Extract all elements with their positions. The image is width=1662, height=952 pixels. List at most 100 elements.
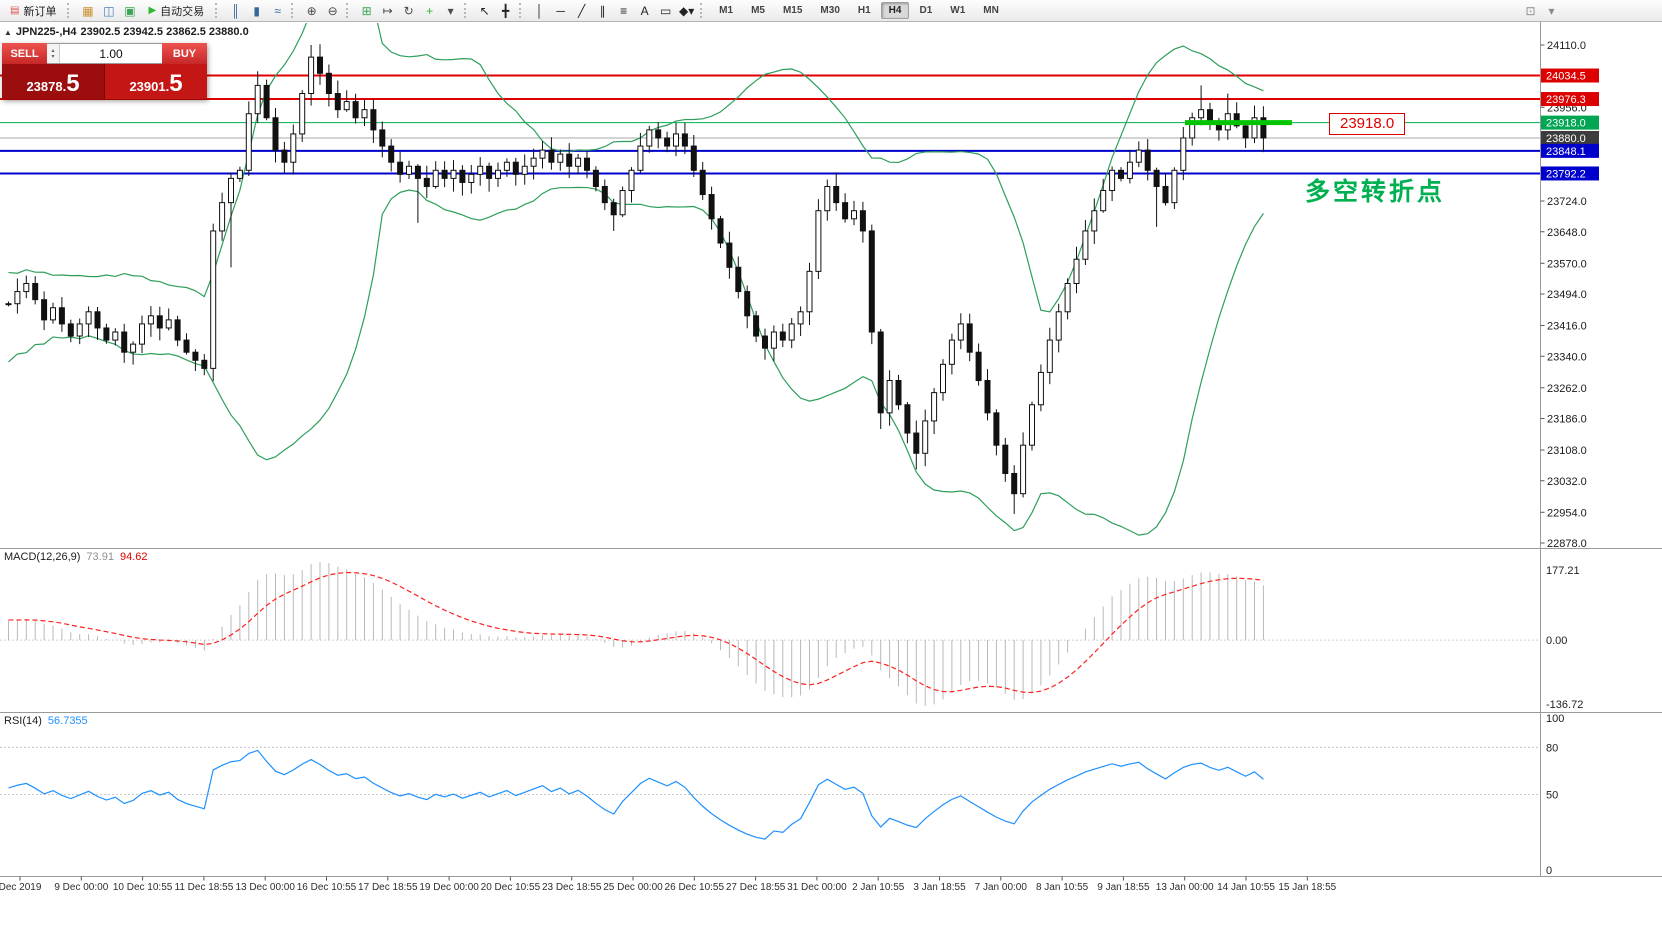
cursor-icon[interactable]: ↖ bbox=[474, 2, 495, 20]
candle-body bbox=[592, 169, 599, 187]
candlestick-icon[interactable]: ▮ bbox=[246, 2, 267, 20]
trendline-icon[interactable]: ╱ bbox=[571, 2, 592, 20]
data-window-icon[interactable]: ▣ bbox=[119, 2, 140, 20]
candle-body bbox=[1002, 444, 1009, 474]
candle-body bbox=[512, 161, 519, 175]
candle-body bbox=[1260, 117, 1267, 139]
candle-body bbox=[735, 266, 742, 293]
price-tick-label: 22954.0 bbox=[1547, 507, 1587, 519]
candle-body bbox=[646, 129, 653, 147]
volume-field[interactable]: ▴ ▾ 1.00 bbox=[47, 43, 162, 64]
timeframe-button-m1[interactable]: M1 bbox=[711, 2, 741, 19]
new-chart-icon[interactable]: ▦ bbox=[77, 2, 98, 20]
candle-body bbox=[770, 331, 777, 349]
toolbar-grip[interactable] bbox=[346, 3, 351, 18]
label-tool-icon[interactable]: ▭ bbox=[655, 2, 676, 20]
volume-value[interactable]: 1.00 bbox=[99, 46, 123, 61]
new-window-icon[interactable]: ⊡ bbox=[1520, 2, 1541, 20]
auto-trading-button-label: 自动交易 bbox=[160, 5, 205, 18]
buy-price-button[interactable]: 23901. 5 bbox=[105, 64, 207, 99]
shapes-icon[interactable]: ◆▾ bbox=[676, 2, 697, 20]
bollinger-upper-line bbox=[8, 23, 1264, 313]
buy-label-button[interactable]: BUY bbox=[162, 43, 207, 64]
timeframe-button-m15[interactable]: M15 bbox=[775, 2, 810, 19]
candle-body bbox=[174, 319, 181, 341]
toolbar-grip[interactable] bbox=[291, 3, 296, 18]
candle-body bbox=[486, 165, 493, 179]
candle-body bbox=[1198, 109, 1205, 119]
new-order-button-label: 新订单 bbox=[23, 5, 57, 18]
period-dropdown-icon[interactable]: ▾ bbox=[440, 2, 461, 20]
line-chart-icon[interactable]: ≈ bbox=[267, 2, 288, 20]
timeframe-button-mn[interactable]: MN bbox=[975, 2, 1007, 19]
bar-chart-icon[interactable]: ║ bbox=[225, 2, 246, 20]
candle-body bbox=[94, 311, 101, 329]
price-tick-label: 23570.0 bbox=[1547, 258, 1587, 270]
sell-label-button[interactable]: SELL bbox=[2, 43, 47, 64]
toolbar-grip[interactable] bbox=[215, 3, 220, 18]
time-axis[interactable] bbox=[0, 877, 1540, 901]
time-axis-label: 15 Jan 18:55 bbox=[1278, 882, 1336, 893]
timeframe-button-m30[interactable]: M30 bbox=[812, 2, 847, 19]
candle-body bbox=[1233, 113, 1240, 127]
candle-body bbox=[788, 323, 795, 341]
toolbar-grip[interactable] bbox=[700, 3, 705, 18]
zoom-in-icon[interactable]: ⊕ bbox=[301, 2, 322, 20]
candle-body bbox=[779, 331, 786, 341]
price-tick-label: 23416.0 bbox=[1547, 321, 1587, 333]
time-axis-label: 8 Jan 10:55 bbox=[1036, 882, 1089, 893]
timeframe-button-d1[interactable]: D1 bbox=[911, 2, 940, 19]
candle-body bbox=[726, 242, 733, 268]
candle-body bbox=[948, 339, 955, 365]
timeframe-button-m5[interactable]: M5 bbox=[743, 2, 773, 19]
new-order-button[interactable]: ▤ 新订单 bbox=[2, 2, 64, 20]
profiles-icon[interactable]: ◫ bbox=[98, 2, 119, 20]
auto-trading-button[interactable]: ▶ 自动交易 bbox=[140, 2, 212, 20]
candle-body bbox=[50, 307, 56, 321]
channel-icon[interactable]: ∥ bbox=[592, 2, 613, 20]
sell-price-button[interactable]: 23878. 5 bbox=[2, 64, 105, 99]
fibonacci-icon[interactable]: ≡ bbox=[613, 2, 634, 20]
symbol-period-label: JPN225-,H4 bbox=[15, 26, 77, 38]
candle-body bbox=[495, 169, 501, 179]
candle-body bbox=[913, 432, 920, 454]
candles bbox=[5, 44, 1267, 514]
macd-signal-value: 94.62 bbox=[119, 551, 148, 563]
indicators-icon[interactable]: + bbox=[419, 2, 440, 20]
candle-body bbox=[1126, 161, 1133, 179]
candle-body bbox=[975, 351, 982, 382]
vertical-line-icon[interactable]: │ bbox=[529, 2, 550, 20]
timeframe-button-h4[interactable]: H4 bbox=[880, 2, 910, 19]
time-axis-label: 19 Dec 00:00 bbox=[419, 882, 479, 893]
price-tag-23880.0 bbox=[1541, 130, 1599, 145]
tile-windows-icon[interactable]: ⊞ bbox=[356, 2, 377, 20]
timeframe-button-w1[interactable]: W1 bbox=[942, 2, 973, 19]
price-axis[interactable] bbox=[1541, 22, 1662, 876]
more-tools-icon[interactable]: ▾ bbox=[1541, 2, 1562, 20]
candle-body bbox=[41, 299, 48, 321]
toolbar-grip[interactable] bbox=[67, 3, 72, 18]
volume-stepper[interactable]: ▴ ▾ bbox=[47, 44, 60, 63]
horizontal-line-icon[interactable]: ─ bbox=[550, 2, 571, 20]
toolbar-grip[interactable] bbox=[464, 3, 469, 18]
chart-title: ▲ JPN225-,H4 23902.5 23942.5 23862.5 238… bbox=[4, 26, 249, 38]
stepper-up-icon[interactable]: ▴ bbox=[51, 47, 55, 54]
rsi-scale-50: 50 bbox=[1546, 790, 1558, 802]
time-axis-label: 27 Dec 18:55 bbox=[726, 882, 786, 893]
candle-body bbox=[147, 315, 154, 325]
chart-shift-icon[interactable]: ↦ bbox=[377, 2, 398, 20]
zoom-out-icon[interactable]: ⊖ bbox=[322, 2, 343, 20]
toolbar-grip[interactable] bbox=[519, 3, 524, 18]
candle-body bbox=[993, 412, 1000, 446]
crosshair-icon[interactable]: ╋ bbox=[495, 2, 516, 20]
text-tool-icon[interactable]: A bbox=[634, 2, 655, 20]
auto-trading-icon: ▶ bbox=[148, 5, 157, 16]
candle-body bbox=[681, 133, 688, 147]
timeframe-button-h1[interactable]: H1 bbox=[850, 2, 879, 19]
stepper-down-icon[interactable]: ▾ bbox=[51, 53, 55, 60]
macd-name: MACD(12,26,9) bbox=[4, 551, 81, 563]
auto-scroll-icon[interactable]: ↻ bbox=[398, 2, 419, 20]
